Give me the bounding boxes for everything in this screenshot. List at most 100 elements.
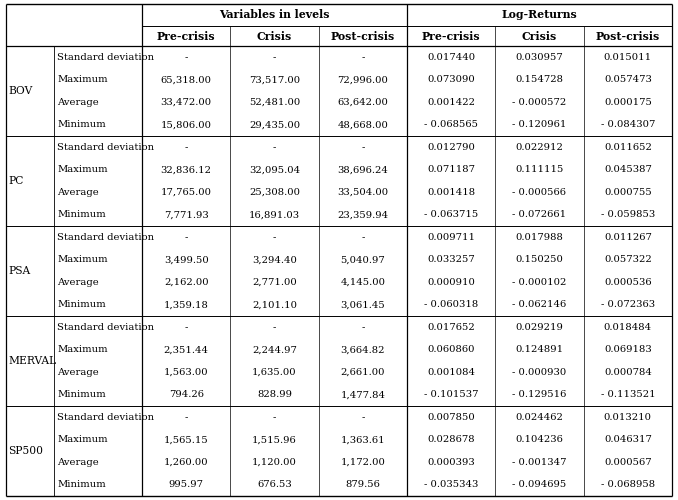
Text: 0.001422: 0.001422 — [427, 98, 475, 107]
Text: 23,359.94: 23,359.94 — [337, 210, 388, 219]
Text: 2,661.00: 2,661.00 — [340, 368, 385, 377]
Text: 17,765.00: 17,765.00 — [161, 188, 212, 196]
Text: Standard deviation: Standard deviation — [57, 323, 154, 332]
Text: -: - — [361, 52, 365, 62]
Text: - 0.000102: - 0.000102 — [513, 278, 567, 287]
Text: 0.011267: 0.011267 — [604, 233, 652, 242]
Text: - 0.035343: - 0.035343 — [424, 480, 479, 489]
Text: - 0.062146: - 0.062146 — [513, 300, 567, 309]
Text: - 0.072363: - 0.072363 — [601, 300, 655, 309]
Text: -: - — [273, 233, 276, 242]
Text: - 0.000930: - 0.000930 — [513, 368, 567, 377]
Text: 995.97: 995.97 — [169, 480, 203, 489]
Text: 4,145.00: 4,145.00 — [340, 278, 385, 287]
Text: Crisis: Crisis — [522, 30, 557, 42]
Text: -: - — [361, 143, 365, 152]
Text: 0.012790: 0.012790 — [427, 143, 475, 152]
Text: 7,771.93: 7,771.93 — [164, 210, 209, 219]
Text: 0.033257: 0.033257 — [427, 255, 475, 264]
Text: Variables in levels: Variables in levels — [219, 10, 330, 20]
Text: 0.000910: 0.000910 — [427, 278, 475, 287]
Text: 0.046317: 0.046317 — [604, 435, 652, 444]
Text: - 0.063715: - 0.063715 — [424, 210, 478, 219]
Text: 1,515.96: 1,515.96 — [252, 435, 297, 444]
Text: -: - — [361, 413, 365, 422]
Text: - 0.094695: - 0.094695 — [513, 480, 567, 489]
Text: 0.001418: 0.001418 — [427, 188, 475, 196]
Text: 0.024462: 0.024462 — [515, 413, 563, 422]
Text: Standard deviation: Standard deviation — [57, 143, 154, 152]
Text: 0.011652: 0.011652 — [604, 143, 652, 152]
Text: 0.073090: 0.073090 — [427, 75, 475, 84]
Text: Log-Returns: Log-Returns — [502, 10, 578, 20]
Text: 0.000536: 0.000536 — [604, 278, 652, 287]
Text: -: - — [273, 413, 276, 422]
Text: 0.060860: 0.060860 — [427, 345, 475, 354]
Text: 2,101.10: 2,101.10 — [252, 300, 297, 309]
Text: 0.150250: 0.150250 — [515, 255, 563, 264]
Text: 0.018484: 0.018484 — [604, 323, 652, 332]
Text: 5,040.97: 5,040.97 — [340, 255, 385, 264]
Text: 0.057322: 0.057322 — [604, 255, 652, 264]
Text: -: - — [361, 323, 365, 332]
Text: - 0.120961: - 0.120961 — [513, 120, 567, 129]
Text: 0.017652: 0.017652 — [427, 323, 475, 332]
Text: 0.030957: 0.030957 — [516, 52, 563, 62]
Text: -: - — [184, 323, 188, 332]
Text: Maximum: Maximum — [57, 345, 108, 354]
Text: 794.26: 794.26 — [169, 390, 203, 399]
Text: -: - — [273, 323, 276, 332]
Text: 0.111115: 0.111115 — [515, 165, 563, 174]
Text: 1,477.84: 1,477.84 — [340, 390, 385, 399]
Text: 0.000567: 0.000567 — [604, 458, 652, 467]
Text: 0.001084: 0.001084 — [427, 368, 475, 377]
Text: 3,664.82: 3,664.82 — [340, 345, 385, 354]
Text: -: - — [184, 233, 188, 242]
Text: - 0.059853: - 0.059853 — [601, 210, 655, 219]
Text: 0.154728: 0.154728 — [515, 75, 563, 84]
Text: Minimum: Minimum — [57, 210, 106, 219]
Text: 2,244.97: 2,244.97 — [252, 345, 297, 354]
Text: 33,504.00: 33,504.00 — [337, 188, 388, 196]
Text: Pre-crisis: Pre-crisis — [422, 30, 481, 42]
Text: Pre-crisis: Pre-crisis — [157, 30, 216, 42]
Text: 0.029219: 0.029219 — [515, 323, 563, 332]
Text: -: - — [184, 413, 188, 422]
Text: 0.071187: 0.071187 — [427, 165, 475, 174]
Text: 29,435.00: 29,435.00 — [249, 120, 300, 129]
Text: 828.99: 828.99 — [257, 390, 292, 399]
Text: - 0.068958: - 0.068958 — [601, 480, 655, 489]
Text: 1,563.00: 1,563.00 — [164, 368, 208, 377]
Text: Minimum: Minimum — [57, 390, 106, 399]
Text: 72,996.00: 72,996.00 — [338, 75, 388, 84]
Text: Minimum: Minimum — [57, 300, 106, 309]
Text: Standard deviation: Standard deviation — [57, 413, 154, 422]
Text: 2,351.44: 2,351.44 — [163, 345, 209, 354]
Text: 879.56: 879.56 — [345, 480, 380, 489]
Text: Maximum: Maximum — [57, 165, 108, 174]
Text: -: - — [184, 143, 188, 152]
Text: SP500: SP500 — [8, 446, 43, 456]
Text: Average: Average — [57, 458, 99, 467]
Text: 16,891.03: 16,891.03 — [249, 210, 300, 219]
Text: 1,120.00: 1,120.00 — [252, 458, 297, 467]
Text: 0.022912: 0.022912 — [515, 143, 563, 152]
Text: - 0.001347: - 0.001347 — [513, 458, 567, 467]
Text: - 0.060318: - 0.060318 — [424, 300, 478, 309]
Text: 1,260.00: 1,260.00 — [164, 458, 208, 467]
Text: 38,696.24: 38,696.24 — [338, 165, 388, 174]
Text: 73,517.00: 73,517.00 — [249, 75, 300, 84]
Text: 25,308.00: 25,308.00 — [249, 188, 300, 196]
Text: Crisis: Crisis — [257, 30, 292, 42]
Text: 65,318.00: 65,318.00 — [161, 75, 212, 84]
Text: BOV: BOV — [8, 86, 33, 96]
Text: - 0.000566: - 0.000566 — [513, 188, 567, 196]
Text: PSA: PSA — [8, 266, 30, 276]
Text: 0.000393: 0.000393 — [427, 458, 475, 467]
Text: Average: Average — [57, 278, 99, 287]
Text: PC: PC — [8, 176, 23, 186]
Text: -: - — [361, 233, 365, 242]
Text: Maximum: Maximum — [57, 75, 108, 84]
Text: 0.000175: 0.000175 — [604, 98, 652, 107]
Text: - 0.113521: - 0.113521 — [601, 390, 655, 399]
